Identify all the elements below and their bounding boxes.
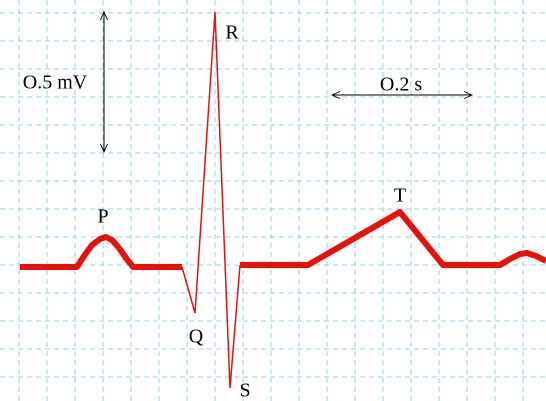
t-label: T [394,185,406,207]
baseline-p-wave [20,234,182,270]
r-label: R [225,22,239,44]
p-label: P [97,206,108,228]
s-label: S [239,380,250,401]
st-t-wave [240,209,546,268]
q-label: Q [189,326,204,348]
time-scale-label: O.2 s [380,74,422,96]
qrs-complex [181,11,241,389]
voltage-scale-label: O.5 mV [23,72,88,94]
